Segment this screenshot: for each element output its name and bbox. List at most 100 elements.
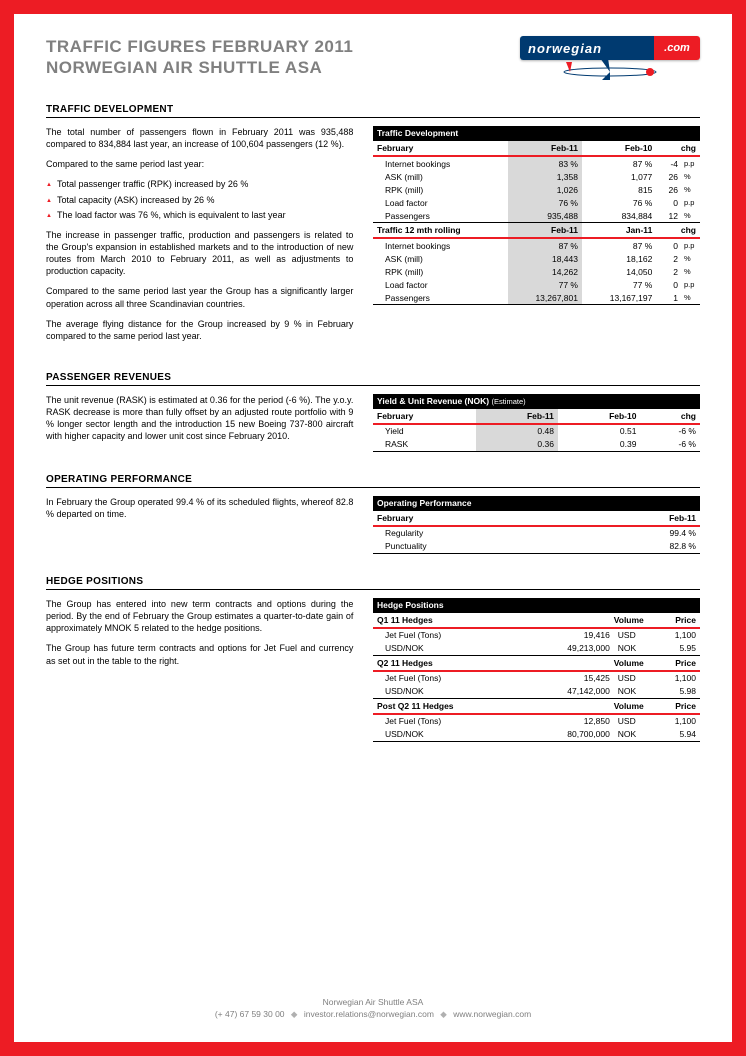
row-label: USD/NOK: [373, 685, 524, 699]
cell: 0.39: [558, 438, 641, 452]
page-title-line2: NORWEGIAN AIR SHUTTLE ASA: [46, 57, 353, 78]
hedge-cols: The Group has entered into new term cont…: [46, 598, 700, 742]
hedge-text-col: The Group has entered into new term cont…: [46, 598, 353, 742]
cell: NOK: [614, 642, 648, 656]
cell: %: [682, 183, 700, 196]
cell: 80,700,000: [524, 728, 614, 742]
row-label: Load factor: [373, 196, 508, 209]
table-note: (Estimate): [491, 397, 525, 406]
cell: 13,167,197: [582, 291, 656, 305]
col-head: Feb-10: [582, 141, 656, 157]
cell: -4: [656, 156, 682, 170]
traffic-bullet: The load factor was 76 %, which is equiv…: [46, 209, 353, 221]
table-title: Yield & Unit Revenue (NOK) (Estimate): [373, 394, 700, 409]
col-head: chg: [640, 408, 700, 424]
cell: -6 %: [640, 438, 700, 452]
col-head: chg: [656, 141, 700, 157]
table-title-text: Yield & Unit Revenue (NOK): [377, 396, 489, 406]
cell: 77 %: [582, 278, 656, 291]
operating-cols: In February the Group operated 99.4 % of…: [46, 496, 700, 554]
row-label: Jet Fuel (Tons): [373, 714, 524, 728]
col-head: Feb-11: [508, 141, 582, 157]
cell: 5.95: [648, 642, 700, 656]
col-head: Feb-11: [508, 223, 582, 239]
cell: 1,077: [582, 170, 656, 183]
revenues-text-col: The unit revenue (RASK) is estimated at …: [46, 394, 353, 452]
footer-web: www.norwegian.com: [453, 1009, 531, 1019]
cell: p.p: [682, 278, 700, 291]
row-label: USD/NOK: [373, 728, 524, 742]
airplane-icon: [560, 56, 660, 82]
logo-brand-text: norwegian: [528, 41, 602, 56]
cell: 0.51: [558, 424, 641, 438]
cell: 26: [656, 183, 682, 196]
col-head: Price: [648, 612, 700, 628]
yield-table: Yield & Unit Revenue (NOK) (Estimate) Fe…: [373, 394, 700, 452]
operating-text-col: In February the Group operated 99.4 % of…: [46, 496, 353, 554]
col-head: Feb-11: [476, 408, 557, 424]
revenues-p1: The unit revenue (RASK) is estimated at …: [46, 394, 353, 443]
section-heading-operating: OPERATING PERFORMANCE: [46, 474, 700, 488]
table-title: Hedge Positions: [373, 598, 700, 613]
cell: 76 %: [508, 196, 582, 209]
row-label: Passengers: [373, 209, 508, 223]
row-label: Load factor: [373, 278, 508, 291]
hedge-table-col: Hedge Positions Q1 11 HedgesVolumePrice …: [373, 598, 700, 742]
cell: 99.4 %: [577, 526, 701, 540]
row-label: Yield: [373, 424, 476, 438]
traffic-text-col: The total number of passengers flown in …: [46, 126, 353, 350]
cell: 14,050: [582, 265, 656, 278]
logo-tld-text: .com: [664, 42, 690, 54]
cell: 49,213,000: [524, 642, 614, 656]
cell: 834,884: [582, 209, 656, 223]
hedge-table: Hedge Positions Q1 11 HedgesVolumePrice …: [373, 598, 700, 742]
traffic-bullet: Total passenger traffic (RPK) increased …: [46, 178, 353, 190]
footer-email: investor.relations@norwegian.com: [304, 1009, 434, 1019]
operating-p1: In February the Group operated 99.4 % of…: [46, 496, 353, 520]
cell: 19,416: [524, 628, 614, 642]
cell: %: [682, 209, 700, 223]
row-label: Internet bookings: [373, 156, 508, 170]
row-label: Punctuality: [373, 540, 577, 554]
col-head: Volume: [524, 612, 648, 628]
cell: 1,100: [648, 628, 700, 642]
cell: %: [682, 252, 700, 265]
cell: 0.48: [476, 424, 557, 438]
cell: 1,100: [648, 714, 700, 728]
cell: 935,488: [508, 209, 582, 223]
cell: 77 %: [508, 278, 582, 291]
cell: p.p: [682, 156, 700, 170]
cell: USD: [614, 714, 648, 728]
col-head: February: [373, 510, 577, 526]
cell: USD: [614, 671, 648, 685]
cell: NOK: [614, 685, 648, 699]
cell: 76 %: [582, 196, 656, 209]
footer-phone: (+ 47) 67 59 30 00: [215, 1009, 285, 1019]
cell: 0: [656, 196, 682, 209]
traffic-cols: The total number of passengers flown in …: [46, 126, 700, 350]
cell: 87 %: [582, 156, 656, 170]
col-head: Volume: [524, 655, 648, 671]
row-label: ASK (mill): [373, 252, 508, 265]
col-head: Price: [648, 655, 700, 671]
col-head: February: [373, 141, 508, 157]
col-head: Price: [648, 698, 700, 714]
col-head: Feb-10: [558, 408, 641, 424]
col-head: February: [373, 408, 476, 424]
traffic-p3: The increase in passenger traffic, produ…: [46, 229, 353, 278]
col-head: Q2 11 Hedges: [373, 655, 524, 671]
cell: 2: [656, 252, 682, 265]
row-label: RPK (mill): [373, 183, 508, 196]
cell: p.p: [682, 196, 700, 209]
col-head: Feb-11: [577, 510, 701, 526]
col-head: Jan-11: [582, 223, 656, 239]
cell: 815: [582, 183, 656, 196]
cell: %: [682, 170, 700, 183]
col-head: Volume: [524, 698, 648, 714]
cell: p.p: [682, 238, 700, 252]
cell: 2: [656, 265, 682, 278]
traffic-table-col: Traffic Development February Feb-11 Feb-…: [373, 126, 700, 350]
traffic-p5: The average flying distance for the Grou…: [46, 318, 353, 342]
cell: 1: [656, 291, 682, 305]
row-label: Jet Fuel (Tons): [373, 671, 524, 685]
